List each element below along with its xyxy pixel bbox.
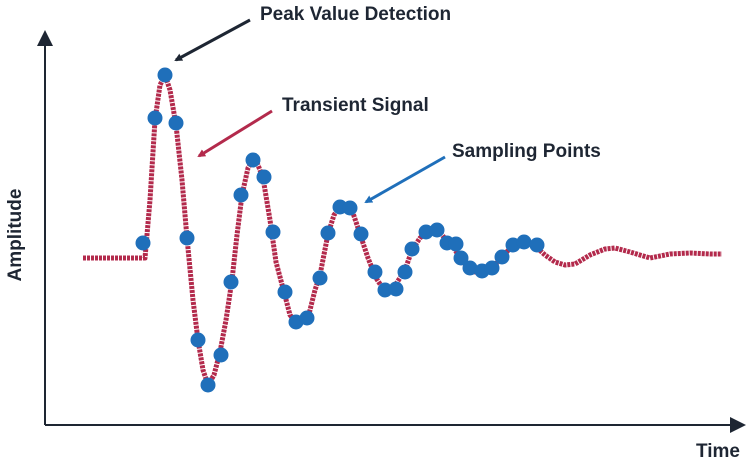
- sampling-point: [223, 274, 239, 290]
- sampling-point: [147, 110, 163, 126]
- x-axis-label: Time: [696, 441, 740, 462]
- sampling-point: [494, 249, 510, 265]
- sampling-point: [448, 236, 464, 252]
- sampling-point: [233, 187, 249, 203]
- sampling-point: [453, 250, 469, 266]
- sampling-point: [157, 67, 173, 83]
- sampling-point: [299, 310, 315, 326]
- annotation-arrow: [197, 109, 273, 158]
- annotation: Sampling Points: [452, 141, 601, 162]
- sampling-point: [320, 225, 336, 241]
- y-axis-arrow: [37, 30, 53, 46]
- annotation: Peak Value Detection: [260, 4, 451, 25]
- sampling-point: [529, 237, 545, 253]
- sampling-point: [179, 230, 195, 246]
- sampling-point: [404, 241, 420, 257]
- y-axis-label: Amplitude: [5, 189, 26, 282]
- sampling-point: [256, 169, 272, 185]
- sampling-point: [277, 284, 293, 300]
- sampling-point: [200, 377, 216, 393]
- sampling-point: [190, 332, 206, 348]
- x-axis-arrow: [730, 417, 746, 433]
- sampling-point: [168, 115, 184, 131]
- sampling-point: [353, 226, 369, 242]
- sampling-point: [462, 260, 478, 276]
- sampling-point: [135, 235, 151, 251]
- sampling-point: [484, 260, 500, 276]
- sampling-point: [265, 224, 281, 240]
- sampling-point: [213, 347, 229, 363]
- sampling-point: [377, 282, 393, 298]
- sampling-point: [367, 264, 383, 280]
- sampling-point: [245, 152, 261, 168]
- sampling-point: [312, 270, 328, 286]
- sampling-point: [516, 234, 532, 250]
- annotation: Transient Signal: [282, 95, 429, 116]
- sampling-point: [388, 281, 404, 297]
- sampling-point: [429, 222, 445, 238]
- sampling-point: [397, 264, 413, 280]
- annotation-arrow: [364, 155, 446, 204]
- annotation-arrow: [174, 18, 251, 62]
- sampling-point: [342, 200, 358, 216]
